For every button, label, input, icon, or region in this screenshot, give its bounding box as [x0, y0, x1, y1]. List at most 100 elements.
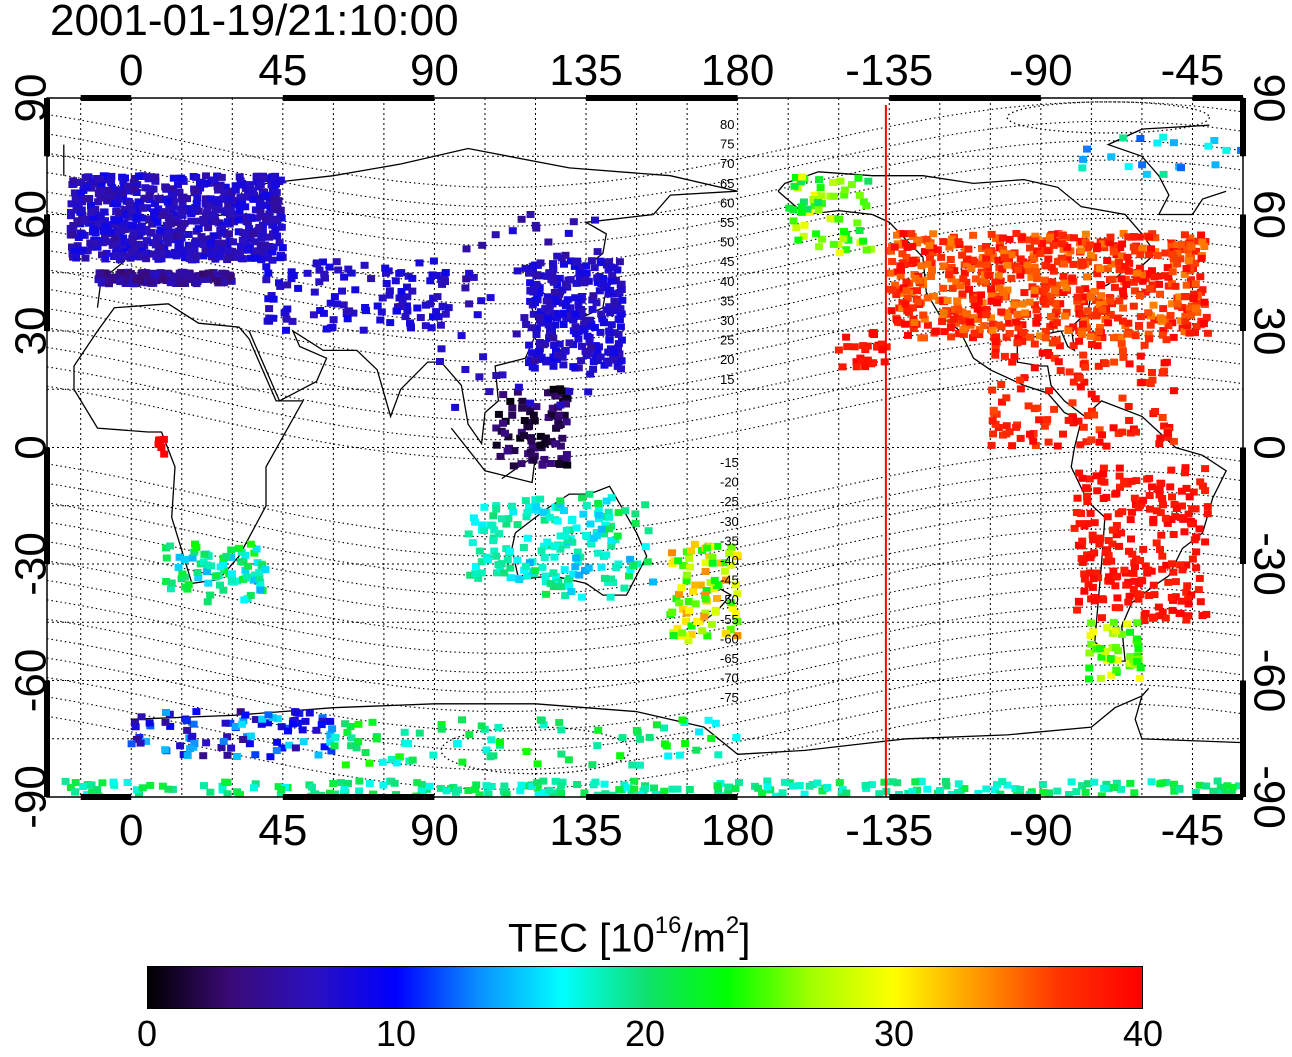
- tec-cell: [1000, 249, 1009, 257]
- tec-cell: [951, 319, 960, 327]
- tec-cell: [110, 237, 119, 245]
- tec-cell: [514, 383, 523, 391]
- tec-cell: [1141, 609, 1150, 617]
- tec-cell: [558, 353, 567, 361]
- tec-cell: [275, 239, 284, 247]
- tec-cell: [708, 620, 716, 628]
- tec-cell: [969, 334, 977, 342]
- tec-cell: [158, 276, 167, 284]
- tec-cell: [1133, 658, 1142, 666]
- tec-cell: [578, 494, 587, 502]
- tec-cell: [1104, 537, 1113, 544]
- tec-cell: [1078, 474, 1087, 482]
- tec-cell: [854, 174, 863, 182]
- tec-cell: [1098, 595, 1107, 603]
- tec-cell: [1103, 513, 1112, 521]
- tec-cell: [1018, 300, 1027, 308]
- tec-cell: [385, 287, 394, 295]
- tec-cell: [1096, 674, 1105, 682]
- tec-cell: [1086, 293, 1095, 301]
- tec-cell: [71, 788, 80, 796]
- tec-cell: [130, 719, 139, 727]
- tec-cell: [326, 324, 335, 332]
- tec-cell: [1104, 319, 1113, 327]
- tec-cell: [550, 341, 559, 349]
- tec-cell: [558, 434, 567, 442]
- tec-cell: [1005, 235, 1014, 243]
- tec-cell: [136, 739, 145, 747]
- tec-cell: [562, 280, 570, 288]
- tec-cell: [1150, 273, 1159, 281]
- tec-cell: [725, 549, 734, 557]
- tec-cell: [417, 787, 426, 795]
- tec-cell: [192, 173, 201, 181]
- tec-cell: [119, 253, 127, 261]
- tec-cell: [692, 746, 701, 754]
- tec-cell: [441, 269, 450, 276]
- tec-cell: [1172, 505, 1181, 512]
- tec-cell: [487, 783, 496, 790]
- tec-cell: [1144, 309, 1153, 317]
- tec-cell: [1048, 278, 1057, 286]
- tec-cell: [1095, 645, 1104, 652]
- tec-cell: [615, 289, 624, 297]
- tec-cell: [1161, 614, 1170, 622]
- tec-cell: [1092, 569, 1101, 577]
- tec-cell: [916, 777, 925, 785]
- tec-cell: [89, 213, 98, 221]
- tec-cell: [1068, 274, 1077, 282]
- tec-cell: [395, 294, 404, 302]
- tec-cell: [1148, 281, 1157, 289]
- tec-cell: [1167, 594, 1176, 601]
- tec-cell: [1160, 422, 1169, 430]
- tec-cell: [1090, 597, 1099, 605]
- tec-cell: [256, 586, 265, 594]
- tec-cell: [1016, 376, 1025, 384]
- tec-cell: [193, 194, 202, 202]
- tec-cell: [857, 357, 866, 365]
- tec-cell: [1149, 581, 1158, 589]
- tec-cell: [1069, 342, 1078, 350]
- tec-cell: [1176, 514, 1185, 522]
- tec-cell: [877, 340, 886, 348]
- tec-cell: [959, 275, 968, 283]
- tec-cell: [220, 229, 228, 237]
- tec-cell: [1125, 259, 1134, 267]
- tec-cell: [1080, 587, 1089, 595]
- tec-cell: [309, 311, 318, 319]
- tec-cell: [212, 572, 221, 580]
- tec-cell: [393, 307, 401, 315]
- tec-cell: [131, 723, 140, 731]
- tec-cell: [469, 514, 478, 522]
- lon-label-top: 135: [549, 46, 622, 95]
- tec-cell: [107, 228, 116, 236]
- tec-cell: [347, 734, 356, 742]
- tec-cell: [1109, 567, 1118, 575]
- tec-cell: [1005, 330, 1014, 337]
- lon-label-top: 90: [410, 46, 459, 95]
- tec-cell: [571, 323, 580, 331]
- tec-cell: [812, 230, 821, 238]
- tec-cell: [1138, 161, 1147, 169]
- tec-cell: [101, 234, 109, 242]
- tec-cell: [236, 708, 245, 716]
- frame-bar-bottom: [1192, 794, 1243, 800]
- tec-cell: [192, 708, 201, 716]
- tec-cell: [1031, 442, 1040, 449]
- coastline: [63, 124, 1227, 216]
- tec-cell: [711, 719, 720, 727]
- tec-cell: [1165, 424, 1174, 431]
- tec-cell: [372, 735, 381, 743]
- tec-cell: [224, 247, 233, 255]
- tec-cell: [1131, 563, 1139, 570]
- tec-cell: [988, 252, 997, 260]
- tec-cell: [1083, 520, 1092, 528]
- tec-cell: [940, 328, 949, 336]
- tec-cell: [326, 731, 335, 739]
- tec-cell: [457, 332, 466, 340]
- tec-cell: [1175, 293, 1184, 301]
- tec-cell: [1168, 606, 1177, 614]
- tec-cell: [1126, 516, 1135, 524]
- tec-cell: [717, 559, 725, 567]
- tec-cell: [367, 275, 376, 283]
